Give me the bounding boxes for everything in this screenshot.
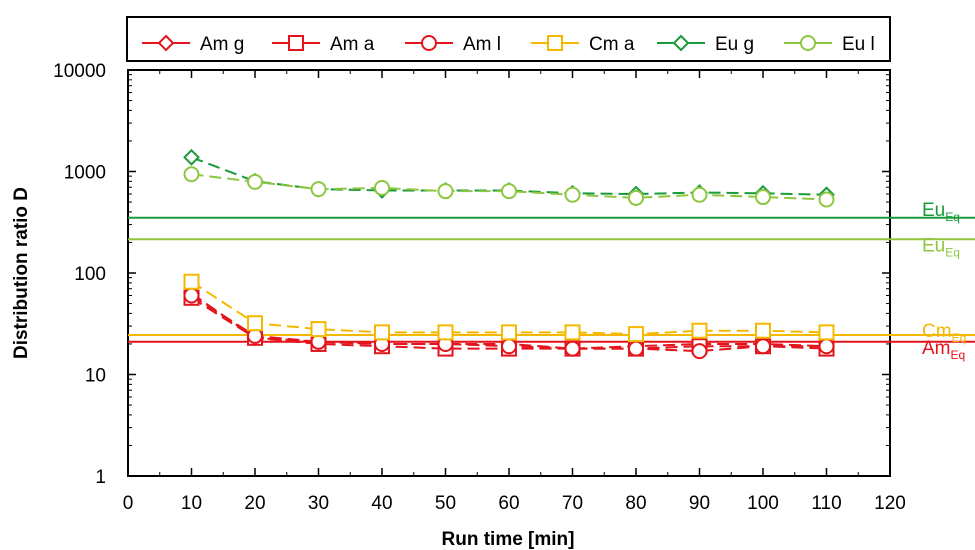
series-line — [191, 173, 827, 201]
x-tick-label: 80 — [625, 493, 646, 514]
legend-marker — [421, 35, 437, 51]
data-point — [247, 315, 263, 332]
data-point — [628, 189, 644, 206]
y-tick-label: 10000 — [53, 61, 106, 82]
legend-label: Am l — [463, 34, 501, 55]
data-point — [691, 186, 708, 203]
data-point — [755, 338, 771, 355]
data-point — [247, 173, 263, 190]
data-point — [818, 191, 835, 208]
legend-label: Eu l — [842, 34, 875, 55]
y-axis-title: Distribution ratio D — [11, 187, 32, 359]
x-tick-label: 110 — [811, 493, 841, 514]
data-point — [755, 189, 771, 206]
data-point — [691, 343, 708, 360]
data-point — [755, 322, 771, 339]
data-point — [818, 338, 835, 355]
y-tick-label: 10 — [85, 366, 106, 387]
series-5 — [183, 166, 835, 208]
data-point — [437, 324, 454, 341]
reference-line-subscript: Eq — [945, 210, 960, 224]
data-point — [183, 287, 200, 304]
legend-label: Cm a — [589, 34, 635, 55]
data-point — [183, 273, 200, 290]
legend-marker — [288, 35, 304, 51]
data-point — [501, 324, 517, 341]
data-point — [183, 148, 200, 166]
series-3 — [183, 273, 835, 343]
legend-label: Eu g — [715, 34, 754, 55]
legend-item: Eu g — [657, 34, 754, 55]
legend-box — [126, 16, 891, 62]
plot-area: 0 10 20 30 40 50 60 70 80 90 100 110 120110100100010… — [53, 61, 975, 514]
data-point — [691, 322, 708, 339]
plot-frame — [127, 69, 891, 477]
legend-marker — [157, 34, 175, 52]
x-tick-label: 120 — [874, 493, 906, 514]
legend-marker — [800, 35, 816, 51]
reference-line-label: EuEq — [922, 200, 960, 224]
legend-item: Eu l — [784, 34, 875, 55]
data-point — [310, 181, 327, 198]
legend-item: Am l — [405, 34, 501, 55]
x-tick-label: 50 — [435, 493, 456, 514]
data-point — [374, 179, 390, 196]
reference-line-subscript: Eq — [945, 245, 960, 259]
legend-item: Am g — [142, 34, 244, 55]
reference-line-subscript: Eq — [952, 331, 967, 345]
legend-item: Cm a — [531, 34, 635, 55]
legend-marker — [672, 34, 690, 52]
data-point — [501, 338, 517, 355]
legend-item: Am a — [272, 34, 375, 55]
x-tick-label: 90 — [689, 493, 710, 514]
x-tick-label: 100 — [747, 493, 779, 514]
x-tick-label: 10 — [181, 493, 202, 514]
x-tick-label: 60 — [498, 493, 519, 514]
data-point — [818, 324, 835, 341]
data-point — [310, 321, 327, 338]
legend-marker — [547, 35, 563, 51]
data-point — [437, 183, 454, 200]
series-line — [191, 156, 827, 196]
reference-line-subscript: Eq — [951, 348, 966, 362]
legend-label: Am g — [200, 34, 244, 55]
data-point — [564, 340, 581, 357]
legend: Am g Am a Am l Cm a Eu g Eu l — [126, 16, 891, 62]
data-point — [628, 340, 644, 357]
data-point — [564, 324, 581, 341]
data-point — [564, 186, 581, 203]
data-point — [501, 183, 517, 200]
data-point — [628, 326, 644, 343]
y-tick-label: 1 — [95, 467, 106, 488]
y-tick-label: 1000 — [64, 163, 106, 184]
x-tick-label: 70 — [562, 493, 583, 514]
x-tick-label: 40 — [371, 493, 392, 514]
reference-line-label: AmEq — [922, 338, 965, 362]
x-tick-label: 30 — [308, 493, 329, 514]
data-point — [374, 324, 390, 341]
legend-label: Am a — [330, 34, 375, 55]
series-2 — [183, 287, 835, 360]
data-point — [183, 166, 200, 183]
x-tick-label: 20 — [244, 493, 265, 514]
y-tick-label: 100 — [74, 264, 106, 285]
x-tick-label: 0 — [123, 493, 134, 514]
x-axis-title: Run time [min] — [442, 529, 575, 550]
